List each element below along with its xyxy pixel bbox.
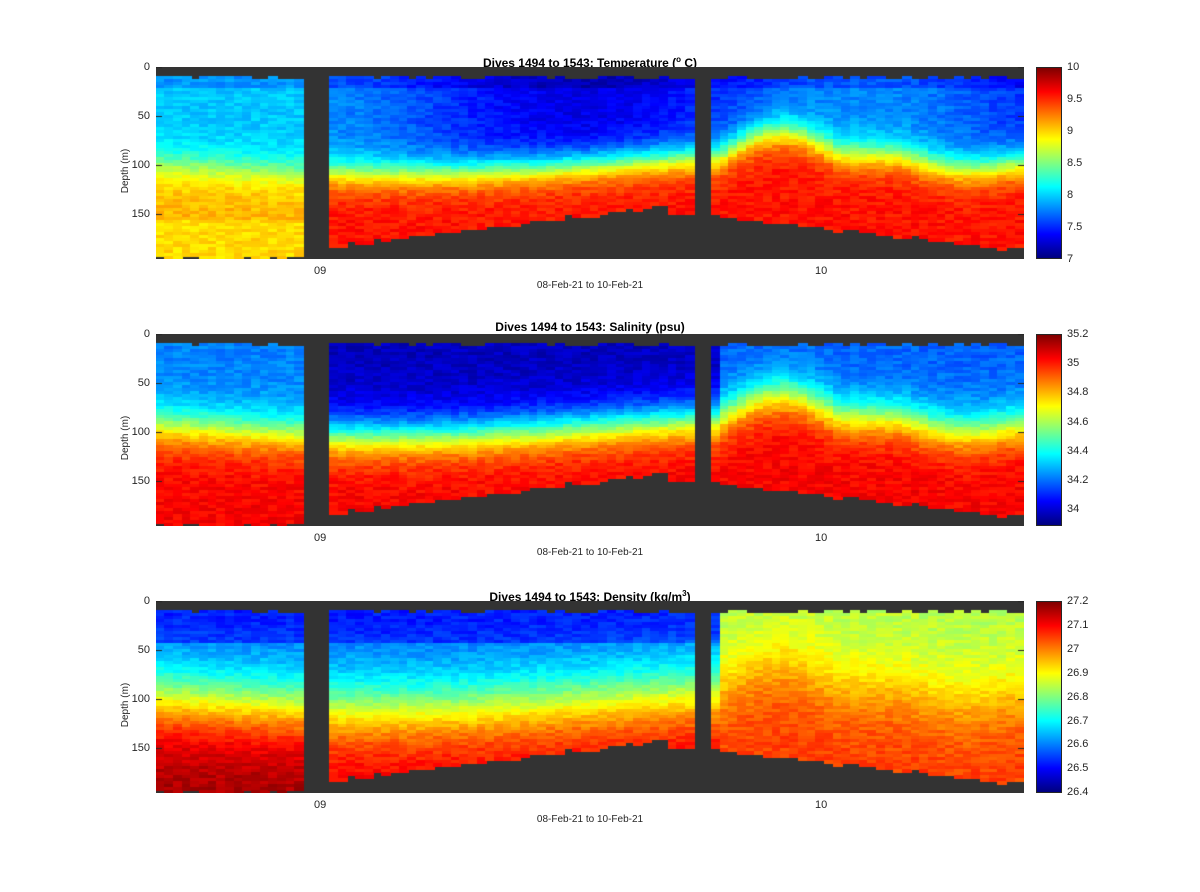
colorbar-tick: 34.6	[1067, 415, 1089, 428]
colorbar-tick: 27.2	[1067, 595, 1089, 607]
heatmap-density	[156, 601, 1024, 793]
x-tick: 10	[815, 532, 828, 544]
colorbar-tick: 26.6	[1067, 738, 1089, 751]
colorbar-tick: 10	[1067, 61, 1080, 73]
y-tick: 100	[131, 693, 150, 705]
colorbar-tick: 34.4	[1067, 444, 1089, 457]
temperature-panel: Dives 1494 to 1543: Temperature (o C) De…	[0, 55, 1200, 327]
colorbar-tick: 8	[1067, 189, 1074, 201]
colorbar-tick: 35	[1067, 357, 1080, 370]
x-axis-label: 08-Feb-21 to 10-Feb-21	[536, 814, 644, 825]
colorbar	[1036, 67, 1062, 259]
x-axis-label: 08-Feb-21 to 10-Feb-21	[536, 547, 644, 558]
colorbar-tick: 9	[1067, 125, 1074, 137]
y-tick: 100	[131, 159, 150, 171]
colorbar-tick: 27.1	[1067, 618, 1089, 631]
x-tick: 10	[815, 265, 828, 277]
y-tick: 150	[131, 208, 150, 220]
colorbar	[1036, 601, 1062, 793]
x-axis-label: 08-Feb-21 to 10-Feb-21	[536, 280, 644, 291]
colorbar-tick: 26.7	[1067, 714, 1089, 727]
colorbar-tick: 26.9	[1067, 666, 1089, 679]
panel-title: Dives 1494 to 1543: Temperature (o C)	[482, 55, 698, 70]
density-panel: Dives 1494 to 1543: Density (kg/m3) Dept…	[0, 589, 1200, 861]
y-tick: 100	[131, 426, 150, 438]
y-tick: 150	[131, 475, 150, 487]
y-tick: 150	[131, 742, 150, 754]
y-tick: 50	[137, 110, 150, 122]
panel-title: Dives 1494 to 1543: Salinity (psu)	[495, 320, 685, 334]
x-tick: 09	[314, 265, 327, 277]
y-tick: 0	[143, 328, 150, 340]
panel-title: Dives 1494 to 1543: Density (kg/m3)	[489, 589, 691, 604]
y-tick: 0	[143, 61, 150, 73]
salinity-panel: Dives 1494 to 1543: Salinity (psu) Depth…	[0, 320, 1200, 594]
colorbar-tick: 26.8	[1067, 690, 1089, 703]
heatmap-salinity	[156, 334, 1024, 526]
colorbar-tick: 7	[1067, 253, 1074, 265]
colorbar-tick: 9.5	[1067, 93, 1083, 105]
colorbar-tick: 34.8	[1067, 386, 1089, 399]
y-tick: 50	[137, 377, 150, 389]
colorbar-tick: 35.2	[1067, 328, 1089, 340]
colorbar-tick: 26.4	[1067, 786, 1089, 799]
colorbar-tick: 7.5	[1067, 221, 1083, 233]
colorbar	[1036, 334, 1062, 526]
colorbar-tick: 27	[1067, 642, 1080, 655]
colorbar-tick: 34.2	[1067, 474, 1089, 486]
y-tick: 50	[137, 644, 150, 656]
colorbar-tick: 26.5	[1067, 762, 1089, 775]
colorbar-tick: 34	[1067, 503, 1080, 516]
x-tick: 10	[815, 799, 828, 811]
colorbar-tick: 8.5	[1067, 157, 1083, 169]
x-tick: 09	[314, 799, 327, 811]
x-tick: 09	[314, 532, 327, 544]
y-tick: 0	[143, 595, 150, 607]
heatmap-temperature	[156, 67, 1024, 259]
